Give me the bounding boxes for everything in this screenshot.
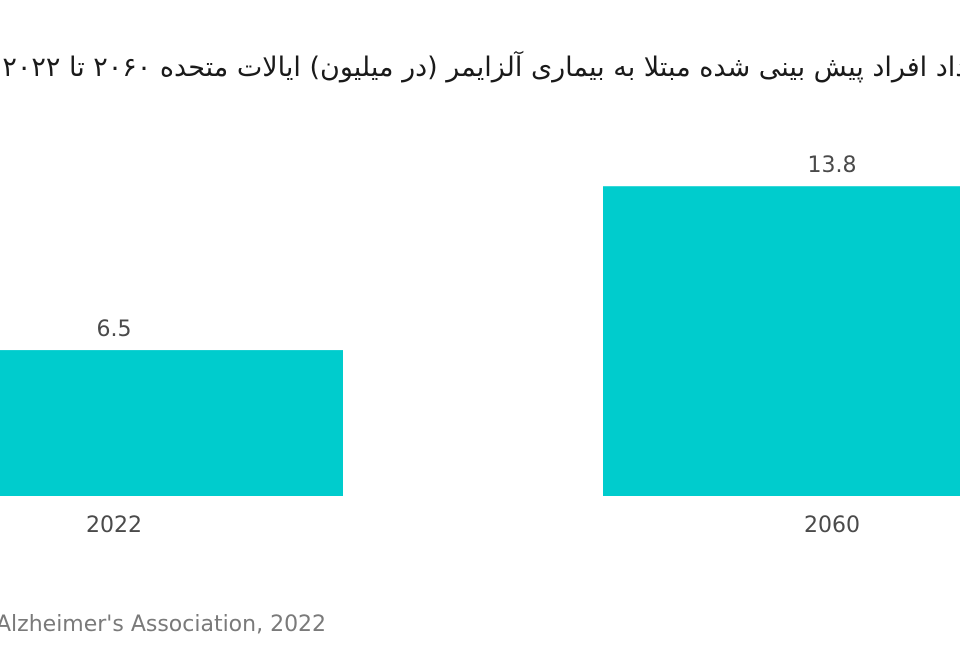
chart-title: تعداد افراد پیش بینی شده مبتلا به بیماری… bbox=[2, 52, 960, 83]
bar-2060 bbox=[603, 186, 960, 497]
value-label-2060: 13.8 bbox=[808, 153, 857, 178]
bar-2022 bbox=[0, 350, 343, 496]
value-label-2022: 6.5 bbox=[97, 317, 132, 342]
category-label-2022: 2022 bbox=[86, 513, 142, 538]
source-note: Alzheimer's Association, 2022 bbox=[0, 612, 327, 637]
category-label-2060: 2060 bbox=[804, 513, 860, 538]
